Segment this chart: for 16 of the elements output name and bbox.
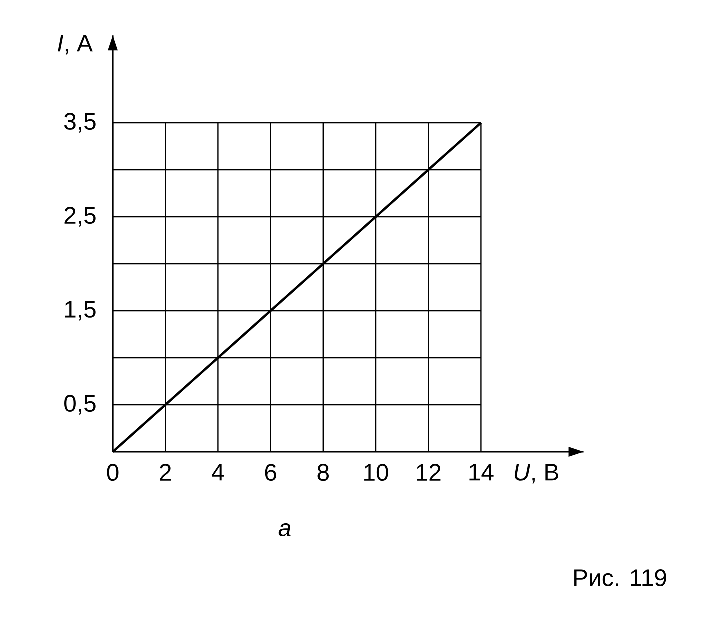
x-tick-label: 8 [318,464,330,482]
x-tick-label: 2 [160,464,172,481]
x-tick-label: 4 [212,464,224,481]
y-tick-label: 3,5 [64,113,96,133]
x-tick-label: 6 [265,464,276,482]
text: a [278,523,291,537]
x-tick-label: 14 [470,464,494,481]
x-axis-title: U, В [514,464,558,484]
y-tick-label: 2,5 [64,207,96,227]
text: Рис. 119 [574,570,666,586]
x-tick-label: 0 [107,464,119,482]
x-tick-label: 10 [364,464,388,482]
y-tick-label: 1,5 [65,301,96,321]
x-tick-label: 12 [417,464,441,481]
y-axis-title: I, А [58,35,93,55]
y-tick-label: 0,5 [64,395,96,415]
